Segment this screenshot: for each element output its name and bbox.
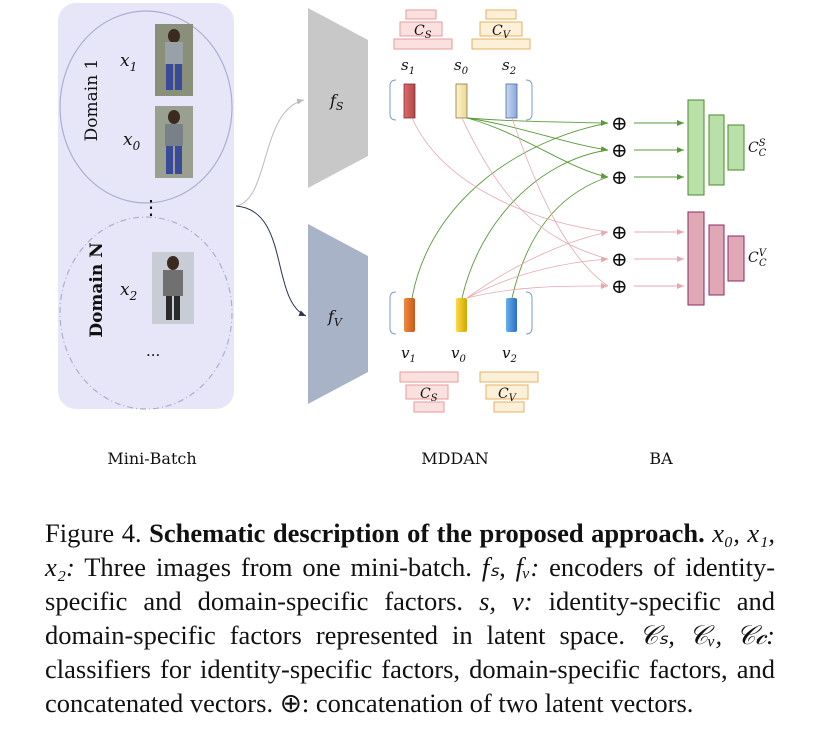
domainN-label-group: Domain N <box>87 242 107 337</box>
domain1-ellipse <box>59 10 233 204</box>
person-image-x0 <box>155 106 193 178</box>
fv-label: fV <box>327 307 343 329</box>
oplus-icon-1: ⊕ <box>611 111 628 135</box>
caption-text-1: Three images from one mini-batch. <box>84 552 472 582</box>
domainN-label: Domain N <box>87 242 107 337</box>
person-image-x2 <box>152 252 194 324</box>
domain1-label: Domain 1 <box>82 59 102 142</box>
cs-bottom-label: CS <box>420 386 438 404</box>
arrow-to-fs <box>235 98 305 207</box>
approach-figure: Domain 1 Domain N x1 x0 x2 ⋮ ... fS fV <box>58 3 768 468</box>
vdots: ⋮ <box>141 195 161 219</box>
caption-text-2: encoders of identity-specific and domain… <box>45 552 776 616</box>
person-image-x1 <box>155 24 193 96</box>
vector-s0 <box>455 83 468 119</box>
v1-label: v1 <box>401 344 416 365</box>
oplus-icon-4: ⊕ <box>611 220 628 244</box>
caption-fig-num: Figure 4. <box>45 518 142 548</box>
caption-math-2: fₛ, fᵥ: <box>481 552 540 582</box>
x1-label: x1 <box>120 51 137 74</box>
oplus-icon-6: ⊕ <box>611 274 628 298</box>
caption-text-3: identity-specific and domain-specific fa… <box>45 586 776 650</box>
vector-v0 <box>456 298 467 332</box>
s-bracket-left <box>389 79 397 121</box>
encoder-fv <box>308 224 368 404</box>
caption-math-3: s, v: <box>479 586 533 616</box>
vector-s1 <box>403 83 416 119</box>
ccv-label: CV C <box>748 248 768 269</box>
cv-bottom-label: CV <box>498 386 518 404</box>
v-bracket-left <box>389 291 397 335</box>
concat-ops: ⊕ ⊕ ⊕ ⊕ ⊕ ⊕ <box>611 111 628 298</box>
classifier-ccs: CS C <box>687 99 767 196</box>
pink-connections <box>411 117 609 299</box>
oplus-icon-3: ⊕ <box>611 165 628 189</box>
caption-text-5: concatenation of two latent vectors. <box>315 688 694 718</box>
caption-math-5: ⊕: <box>279 688 310 718</box>
s-bracket-right <box>525 79 533 121</box>
green-connections <box>411 117 609 299</box>
classifier-cv-top: CV <box>471 9 531 50</box>
x2-label: x2 <box>120 280 137 303</box>
figure-caption: Figure 4. Schematic description of the p… <box>45 516 775 720</box>
cv-top-label: CV <box>492 23 512 41</box>
mddan-label: MDDAN <box>421 449 489 468</box>
classifier-ccv: CV C <box>687 211 768 306</box>
cs-top-label: CS <box>414 23 432 41</box>
s1-label: s1 <box>401 56 415 77</box>
arrows-to-ba <box>634 120 684 289</box>
oplus-icon-5: ⊕ <box>611 247 628 271</box>
arrow-to-fv <box>235 205 307 317</box>
classifier-cv-bottom: CV <box>479 371 539 413</box>
ellipsis: ... <box>146 342 160 360</box>
vector-s2 <box>505 83 518 119</box>
svg-text:Domain N: Domain N <box>87 242 107 337</box>
vector-v1 <box>404 298 415 332</box>
s0-label: s0 <box>454 56 469 77</box>
domainN-ellipse <box>59 216 233 410</box>
s2-label: s2 <box>502 56 516 77</box>
ccs-label: CS C <box>748 138 767 159</box>
caption-math-4: 𝒞ₛ, 𝒞ᵥ, 𝒞𝒸: <box>638 620 775 650</box>
fs-label: fS <box>329 91 344 113</box>
classifier-cs-bottom: CS <box>399 371 459 413</box>
caption-math-1: x₀, x₁, x₂: <box>45 518 776 582</box>
caption-text-4: classifiers for identity-specific factor… <box>45 654 775 718</box>
v0-label: v0 <box>451 344 466 365</box>
encoder-fs <box>308 8 368 188</box>
caption-title: Schematic description of the proposed ap… <box>149 518 705 548</box>
ba-label: BA <box>649 449 673 468</box>
minibatch-label: Mini-Batch <box>107 449 196 468</box>
oplus-icon-2: ⊕ <box>611 138 628 162</box>
v2-label: v2 <box>502 344 517 365</box>
v-bracket-right <box>525 291 533 335</box>
x0-label: x0 <box>123 130 141 153</box>
vector-v2 <box>506 298 517 332</box>
classifier-cs-top: CS <box>393 9 453 50</box>
